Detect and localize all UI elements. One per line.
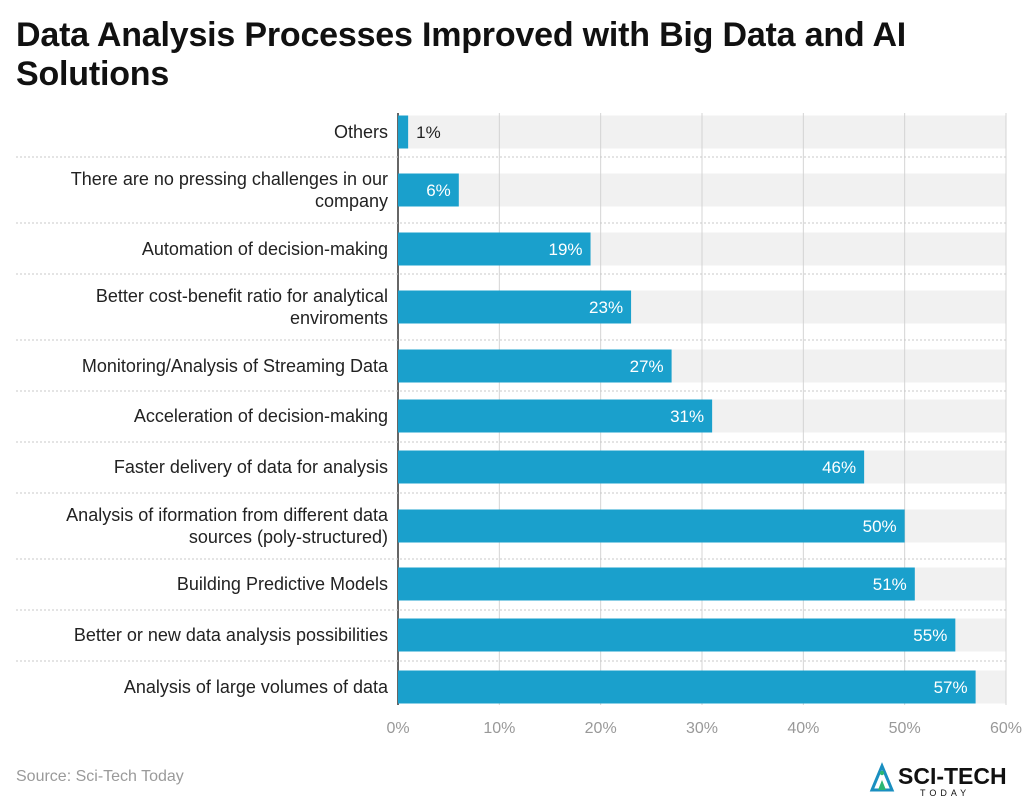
value-label: 19% [549, 240, 583, 259]
bar [398, 450, 865, 484]
category-label: Building Predictive Models [177, 574, 388, 594]
bar [398, 618, 956, 652]
value-label: 27% [630, 357, 664, 376]
category-label: Faster delivery of data for analysis [114, 457, 388, 477]
value-label: 55% [913, 626, 947, 645]
logo-wordmark: SCI-TECH [898, 763, 1007, 789]
bar [398, 290, 632, 324]
bars [398, 115, 976, 704]
value-label: 50% [863, 517, 897, 536]
category-label: Others [334, 122, 388, 142]
bar [398, 670, 976, 704]
category-label: Analysis of large volumes of data [124, 677, 389, 697]
row-separators [16, 156, 1006, 662]
bar [398, 399, 713, 433]
category-labels: Others There are no pressing challenges i… [66, 122, 389, 697]
x-tick-label: 10% [483, 720, 515, 737]
logo-mark-icon [869, 762, 895, 792]
category-label: enviroments [290, 308, 388, 328]
category-label: Analysis of iformation from different da… [66, 505, 389, 525]
value-labels: 1% 6% 19% 23% 27% 31% 46% 50% 51% 55% 57% [416, 123, 967, 697]
category-label: company [315, 191, 388, 211]
x-tick-label: 30% [686, 720, 718, 737]
x-tick-label: 60% [990, 720, 1022, 737]
bar-chart: Others There are no pressing challenges i… [16, 113, 1022, 737]
source-note: Source: Sci-Tech Today [16, 768, 184, 785]
bar [398, 115, 409, 149]
value-label: 51% [873, 575, 907, 594]
value-label: 31% [670, 407, 704, 426]
category-label: Acceleration of decision-making [134, 406, 388, 426]
x-axis-ticks: 0% 10% 20% 30% 40% 50% 60% [386, 720, 1022, 737]
bar [398, 173, 459, 207]
value-label: 23% [589, 298, 623, 317]
logo-tagline: TODAY [920, 788, 970, 798]
category-label: Better cost-benefit ratio for analytical [96, 286, 388, 306]
category-label: sources (poly-structured) [189, 527, 388, 547]
bar [398, 509, 905, 543]
value-label: 57% [934, 678, 968, 697]
bar [398, 567, 915, 601]
category-label: Automation of decision-making [142, 239, 388, 259]
bar [398, 349, 672, 383]
sci-tech-logo: SCI-TECH TODAY [868, 760, 1013, 798]
bar [398, 232, 591, 266]
x-tick-label: 0% [386, 720, 409, 737]
x-tick-label: 50% [889, 720, 921, 737]
x-tick-label: 20% [585, 720, 617, 737]
category-label: Better or new data analysis possibilitie… [74, 625, 388, 645]
category-label: Monitoring/Analysis of Streaming Data [82, 356, 389, 376]
value-label: 1% [416, 123, 441, 142]
value-label: 6% [426, 181, 451, 200]
chart-title: Data Analysis Processes Improved with Bi… [16, 16, 907, 93]
value-label: 46% [822, 458, 856, 477]
x-tick-label: 40% [787, 720, 819, 737]
category-label: There are no pressing challenges in our [71, 169, 388, 189]
